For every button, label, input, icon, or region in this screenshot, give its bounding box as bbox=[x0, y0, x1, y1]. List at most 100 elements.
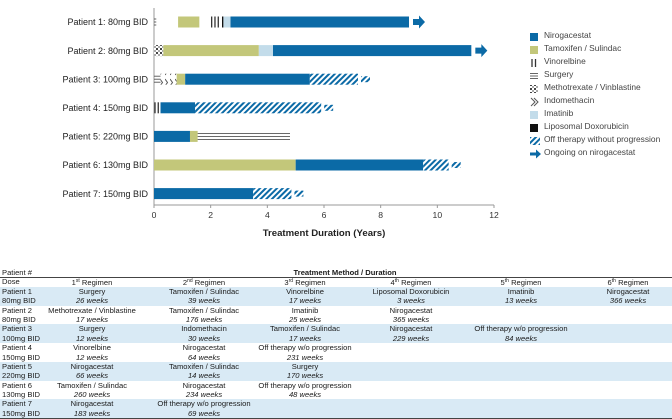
x-tick-label: 8 bbox=[378, 210, 383, 220]
regimen-word: Regimen bbox=[295, 278, 326, 288]
chart-legend: Nirogacestat Tamoxifen / Sulindac Vinorelb… bbox=[530, 30, 670, 160]
off-therapy-continuation bbox=[361, 76, 370, 83]
ongoing-arrow bbox=[475, 44, 488, 58]
bar-segment-nirogacestat bbox=[230, 16, 409, 28]
treatment-name: Imatinib bbox=[291, 305, 319, 315]
legend-swatch-vinorelbine bbox=[531, 59, 537, 67]
regimen-number: 3 bbox=[284, 278, 289, 288]
treatment-name: Tamoxifen / Sulindac bbox=[269, 324, 341, 334]
patient-dose: 80mg BID bbox=[2, 296, 36, 306]
duration-value: 26 weeks bbox=[75, 296, 109, 306]
legend-label: Tamoxifen / Sulindac bbox=[544, 43, 622, 53]
table-title: Treatment Method / Duration bbox=[293, 268, 397, 277]
legend-swatch-nirogacestat bbox=[530, 33, 538, 41]
treatment-name: Tamoxifen / Sulindac bbox=[168, 361, 240, 371]
patient-id: Patient 5 bbox=[2, 361, 32, 371]
duration-value: 66 weeks bbox=[75, 371, 109, 381]
bar-segment-methotrexate-vinblastine bbox=[154, 45, 164, 57]
treatment-name: Vinorelbine bbox=[73, 343, 111, 353]
bar-segment-tamoxifen-sulindac bbox=[163, 45, 259, 57]
table-row: Patient 6 Tamoxifen / Sulindac Nirogacesta… bbox=[0, 381, 672, 390]
patient-dose: 80mg BID bbox=[2, 314, 36, 324]
treatment-name: Off therapy w/o progression bbox=[258, 343, 352, 353]
patient-label: Patient 6: 130mg BID bbox=[62, 160, 148, 170]
off-therapy-continuation bbox=[451, 162, 461, 168]
table-row: 220mg BID 66 weeks 14 weeks 170 weeks bbox=[0, 371, 672, 381]
treatment-name: Off therapy w/o progression bbox=[157, 399, 251, 409]
table-row: Patient 2 Methotrexate / Vinblastine Tamox… bbox=[0, 306, 672, 315]
duration-value: 229 weeks bbox=[392, 333, 430, 343]
legend-label: Liposomal Doxorubicin bbox=[544, 121, 629, 131]
patient-label: Patient 7: 150mg BID bbox=[62, 189, 148, 199]
patient-dose: 100mg BID bbox=[2, 333, 40, 343]
duration-value: 366 weeks bbox=[609, 296, 647, 306]
regimen-number: 5 bbox=[500, 278, 505, 288]
duration-value: 25 weeks bbox=[288, 314, 322, 324]
bar-segment-tamoxifen-sulindac bbox=[176, 73, 186, 85]
treatment-chart: 0 2 4 6 8 10 12 Patient 1: 80mg BID Patient 2: … bbox=[62, 8, 499, 239]
legend-item-imatinib: Imatinib bbox=[530, 108, 670, 121]
duration-value: 17 weeks bbox=[75, 314, 109, 324]
duration-value: 64 weeks bbox=[187, 352, 221, 362]
treatment-name: Nirogacestat bbox=[389, 305, 433, 315]
treatment-name: Indomethacin bbox=[181, 324, 227, 334]
regimen-ordinal-suffix: th bbox=[611, 278, 616, 285]
legend-label: Nirogacestat bbox=[544, 30, 592, 40]
duration-value: 234 weeks bbox=[185, 390, 223, 400]
bar-segment-surgery bbox=[197, 132, 290, 140]
table-row: Patient 7 Nirogacestat Off therapy w/o pro… bbox=[0, 399, 672, 409]
regimen-ordinal-suffix: st bbox=[75, 278, 80, 285]
bar-segment-liposomal-doxorubicin bbox=[222, 16, 224, 28]
regimen-word: Regimen bbox=[618, 278, 649, 288]
treatment-name: Tamoxifen / Sulindac bbox=[168, 305, 240, 315]
duration-value: 69 weeks bbox=[187, 408, 221, 418]
legend-swatch-tamoxifen bbox=[530, 46, 538, 54]
legend-swatch-imatinib bbox=[530, 111, 538, 119]
regimen-number: 4 bbox=[390, 278, 395, 288]
table-header-row-1: Patient # Treatment Method / Duration bbox=[0, 268, 672, 277]
patient-col-header: Patient # bbox=[2, 268, 32, 277]
x-axis: 0 2 4 6 8 10 12 bbox=[152, 8, 499, 220]
regimen-word: Regimen bbox=[401, 278, 432, 288]
legend-label: Off therapy without progression bbox=[544, 134, 661, 144]
x-tick-label: 12 bbox=[489, 210, 499, 220]
legend-swatch-indomethacin bbox=[530, 97, 539, 107]
x-axis-title: Treatment Duration (Years) bbox=[263, 228, 386, 239]
regimen-word: Regimen bbox=[511, 278, 542, 288]
legend-swatch-ongoing bbox=[530, 149, 541, 159]
duration-value: 48 weeks bbox=[288, 390, 322, 400]
regimen-header-text: 3rd Regimen bbox=[284, 277, 325, 287]
bar-segment-indomethacin bbox=[160, 73, 177, 85]
bar-segment-off-therapy-without-progression bbox=[195, 102, 322, 114]
duration-value: 12 weeks bbox=[75, 352, 109, 362]
patient-id: Patient 6 bbox=[2, 380, 32, 390]
x-tick-label: 0 bbox=[152, 210, 157, 220]
dose-col-header: Dose bbox=[2, 277, 20, 287]
patient-id: Patient 7 bbox=[2, 399, 32, 409]
regimen-number: 1 bbox=[71, 278, 76, 288]
treatment-name: Nirogacestat bbox=[70, 399, 114, 409]
patient-id: Patient 1 bbox=[2, 286, 32, 296]
regimen-header-text: 5th Regimen bbox=[501, 277, 542, 287]
bar-segment-nirogacestat bbox=[273, 45, 472, 57]
duration-value: 12 weeks bbox=[75, 333, 109, 343]
treatment-name: Vinorelbine bbox=[286, 286, 324, 296]
treatment-name: Nirogacestat bbox=[182, 343, 226, 353]
legend-item-ongoing: Ongoing on nirogacestat bbox=[530, 147, 670, 160]
patient-id: Patient 4 bbox=[2, 343, 32, 353]
duration-value: 84 weeks bbox=[504, 333, 538, 343]
bar-segment-surgery bbox=[154, 18, 157, 26]
regimen-header-text: 6th Regimen bbox=[608, 277, 649, 287]
treatment-name: Methotrexate / Vinblastine bbox=[48, 305, 136, 315]
legend-item-nirogacestat: Nirogacestat bbox=[530, 30, 670, 43]
treatment-table: Patient # Treatment Method / Duration Do… bbox=[0, 268, 672, 419]
regimen-ordinal-suffix: nd bbox=[187, 278, 193, 285]
patient-label: Patient 2: 80mg BID bbox=[67, 46, 148, 56]
treatment-name: Surgery bbox=[78, 286, 106, 296]
patient-dose: 150mg BID bbox=[2, 408, 40, 418]
bar-segment-surgery bbox=[154, 75, 161, 83]
legend-swatch-surgery bbox=[530, 73, 538, 79]
legend-item-surgery: Surgery bbox=[530, 69, 670, 82]
table-row: Patient 4 Vinorelbine Nirogacestat Off ther… bbox=[0, 343, 672, 352]
patient-label: Patient 5: 220mg BID bbox=[62, 132, 148, 142]
